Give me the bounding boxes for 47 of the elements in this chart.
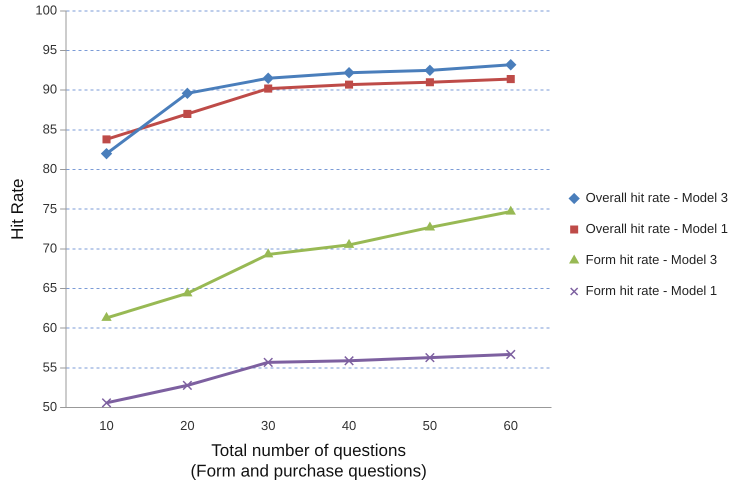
point	[182, 88, 193, 99]
point	[426, 78, 434, 86]
y-tick-label: 80	[42, 161, 58, 176]
point	[344, 67, 355, 78]
point	[101, 148, 112, 160]
point	[424, 64, 436, 76]
point	[344, 356, 354, 366]
point	[102, 135, 111, 144]
point	[182, 380, 192, 390]
point	[506, 206, 516, 215]
point	[425, 222, 435, 230]
y-tick-label: 60	[42, 320, 58, 335]
x-tick-label: 60	[504, 418, 518, 433]
point	[264, 84, 272, 93]
y-tick-label: 55	[42, 360, 58, 374]
y-tick-label: 100	[35, 2, 58, 18]
point	[424, 352, 435, 363]
legend-label: Overall hit rate - Model 3	[586, 190, 728, 206]
legend-label: Form hit rate - Model 1	[586, 283, 718, 298]
x-tick-label: 30	[260, 418, 276, 433]
point	[345, 80, 354, 89]
point	[506, 349, 516, 360]
point	[344, 239, 354, 248]
point	[263, 357, 274, 368]
point	[182, 288, 192, 296]
point	[506, 75, 515, 84]
point	[102, 312, 112, 321]
x-tick-label: 10	[99, 418, 114, 433]
point	[263, 248, 274, 258]
x-tick-label: 40	[342, 418, 356, 433]
legend-label: Form hit rate - Model 3	[586, 252, 718, 268]
y-tick-label: 50	[42, 399, 58, 414]
y-tick-label: 95	[42, 42, 58, 58]
y-axis-title: Hit Rate	[8, 178, 27, 240]
point	[262, 72, 274, 84]
y-tick-label: 65	[42, 280, 58, 296]
y-tick-label: 70	[42, 240, 58, 256]
point	[102, 398, 112, 408]
y-tick-label: 85	[42, 121, 58, 136]
x-tick-label: 50	[422, 418, 438, 433]
x-axis-title: Total number of questions (Form and purchase questions)	[190, 441, 427, 480]
y-tick-label: 75	[42, 200, 58, 216]
legend-label: Overall hit rate - Model 1	[586, 221, 728, 236]
point	[183, 110, 192, 118]
x-tick-label: 20	[180, 418, 195, 433]
point	[505, 59, 516, 70]
y-tick-label: 90	[42, 82, 58, 97]
